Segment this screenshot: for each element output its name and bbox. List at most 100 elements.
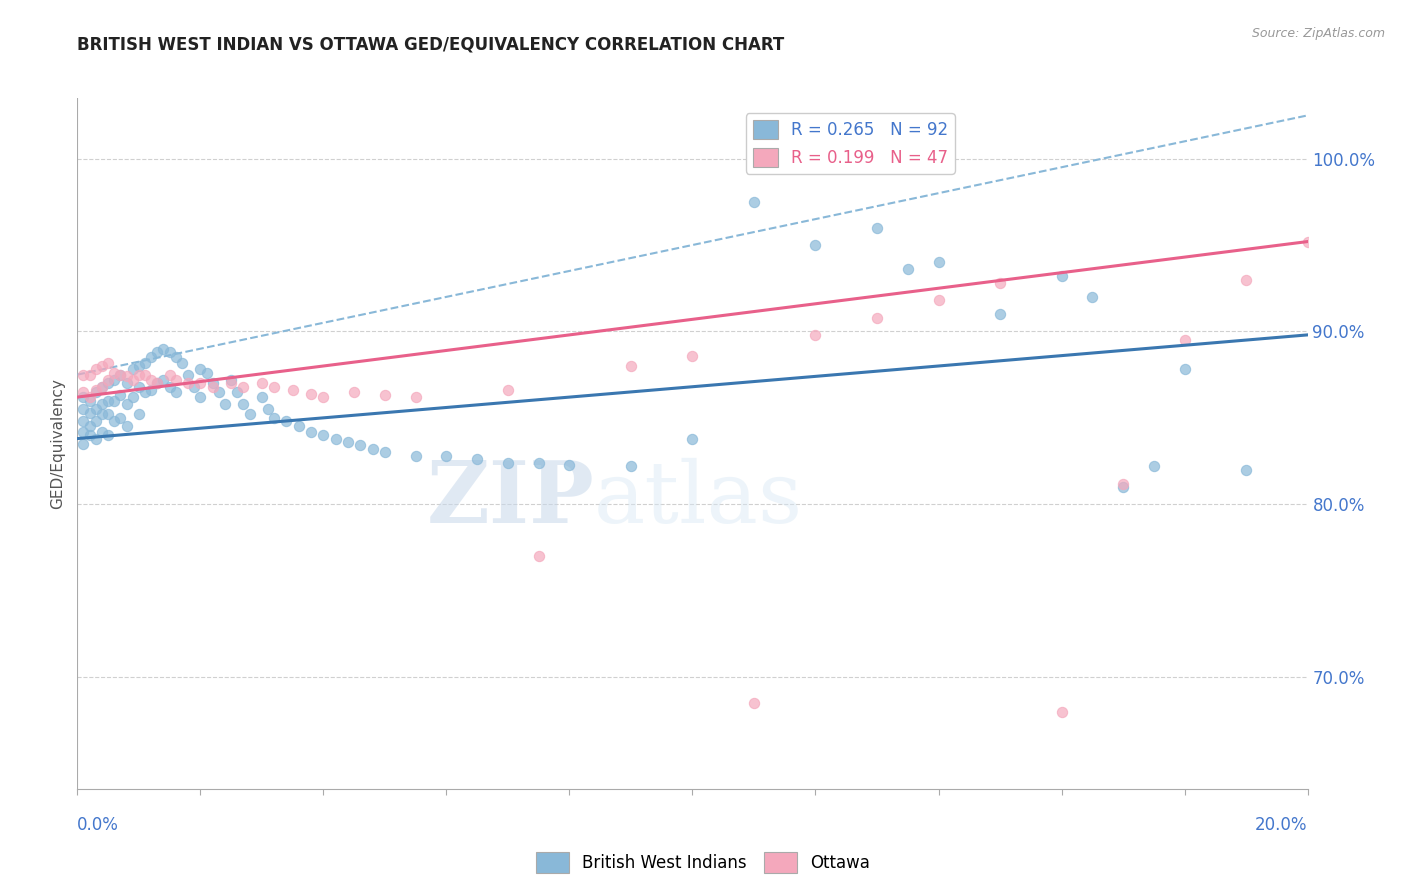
Point [170,355,193,369]
Point [1050,269,1073,284]
Text: BRITISH WEST INDIAN VS OTTAWA GED/EQUIVALENCY CORRELATION CHART: BRITISH WEST INDIAN VS OTTAWA GED/EQUIVA… [77,36,785,54]
Point [146,376,169,391]
Point [72,414,94,428]
Point [97,408,120,422]
Point [141,373,163,387]
Point [1174,333,1197,347]
Point [527,456,550,470]
Point [436,449,458,463]
Point [97,373,120,387]
Point [90,408,114,422]
Point [928,293,950,308]
Point [250,390,273,404]
Point [103,414,125,428]
Point [97,355,120,369]
Point [128,368,150,382]
Point [988,307,1011,321]
Point [110,410,132,425]
Point [79,419,101,434]
Point [97,393,120,408]
Point [276,414,298,428]
Point [110,368,132,382]
Point [208,384,231,399]
Point [141,383,163,397]
Point [804,238,827,252]
Point [72,368,94,382]
Point [361,442,384,456]
Point [84,362,107,376]
Point [1234,463,1257,477]
Point [90,425,114,439]
Point [115,369,138,384]
Point [79,390,101,404]
Point [121,373,143,387]
Point [72,437,94,451]
Point [742,696,765,710]
Point [1143,459,1166,474]
Point [128,408,150,422]
Point [299,386,322,401]
Point [79,393,101,408]
Point [188,390,212,404]
Point [84,414,107,428]
Point [349,438,371,452]
Legend: R = 0.265   N = 92, R = 0.199   N = 47: R = 0.265 N = 92, R = 0.199 N = 47 [747,113,955,174]
Point [188,376,212,391]
Point [72,390,94,404]
Point [928,255,950,269]
Point [146,376,169,391]
Point [103,393,125,408]
Point [177,368,200,382]
Point [79,428,101,442]
Point [177,376,200,391]
Point [152,342,174,356]
Point [682,349,704,363]
Point [281,383,304,397]
Legend: British West Indians, Ottawa: British West Indians, Ottawa [529,846,877,880]
Point [115,376,138,391]
Point [165,351,187,365]
Point [72,425,94,439]
Point [1112,476,1135,491]
Point [183,380,205,394]
Point [159,345,181,359]
Point [496,383,519,397]
Point [374,445,396,459]
Point [288,419,311,434]
Text: Source: ZipAtlas.com: Source: ZipAtlas.com [1251,27,1385,40]
Point [405,449,427,463]
Point [1050,705,1073,719]
Point [214,397,236,411]
Point [90,380,114,394]
Point [84,402,107,417]
Point [232,397,254,411]
Point [496,456,519,470]
Point [263,410,285,425]
Point [188,362,212,376]
Point [299,425,322,439]
Text: 0.0%: 0.0% [77,816,120,834]
Point [250,376,273,391]
Point [226,384,249,399]
Point [465,452,488,467]
Point [84,432,107,446]
Point [103,373,125,387]
Point [620,459,643,474]
Point [201,380,224,394]
Point [263,380,285,394]
Text: atlas: atlas [595,458,803,541]
Point [1234,272,1257,286]
Point [374,388,396,402]
Point [159,380,181,394]
Point [988,276,1011,290]
Point [742,194,765,209]
Point [110,368,132,382]
Point [219,373,242,387]
Point [1296,235,1319,249]
Point [121,362,143,376]
Point [146,345,169,359]
Text: ZIP: ZIP [426,457,595,541]
Point [195,366,218,380]
Point [257,402,280,417]
Point [79,406,101,420]
